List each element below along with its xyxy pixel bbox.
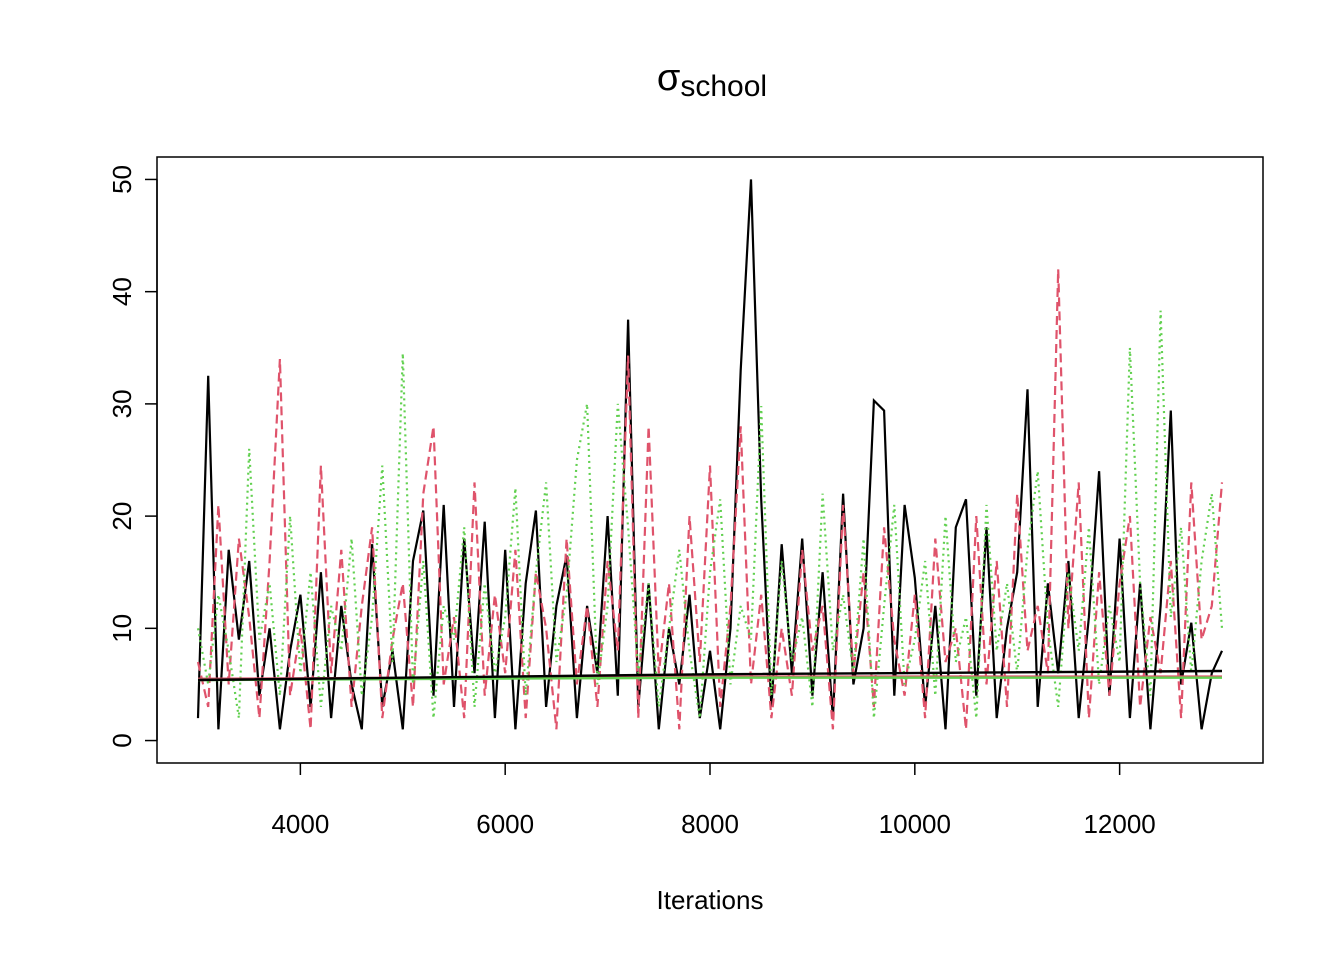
trace-line	[196, 269, 1224, 730]
chart-title: σschool	[657, 57, 767, 103]
y-tick-label: 10	[107, 614, 137, 643]
y-tick-label: 0	[107, 733, 137, 747]
x-tick-label: 4000	[271, 809, 329, 839]
trace-line	[196, 179, 1224, 730]
smooth-line	[197, 669, 1223, 682]
x-tick-label: 12000	[1083, 809, 1155, 839]
y-tick-label: 40	[107, 277, 137, 306]
x-tick-label: 6000	[476, 809, 534, 839]
title-main: σ	[657, 57, 680, 99]
x-tick-label: 10000	[879, 809, 951, 839]
y-tick-label: 50	[107, 165, 137, 194]
y-tick-label: 20	[107, 502, 137, 531]
title-subscript: school	[680, 70, 767, 103]
x-tick-label: 8000	[681, 809, 739, 839]
y-tick-label: 30	[107, 389, 137, 418]
x-axis-label: Iterations	[657, 885, 764, 915]
